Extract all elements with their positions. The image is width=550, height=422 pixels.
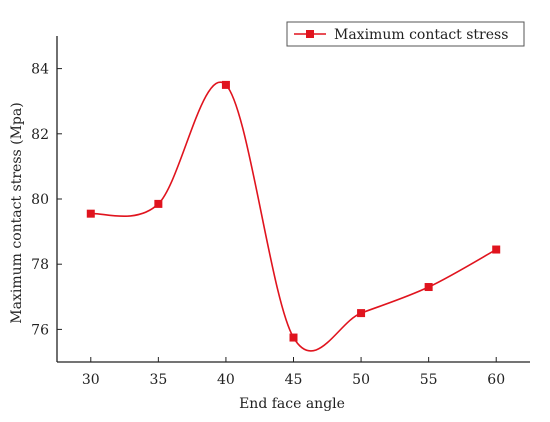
- data-point-marker: [424, 283, 433, 292]
- x-tick-label: 55: [420, 372, 438, 388]
- y-tick-label: 76: [31, 322, 49, 338]
- x-axis-title: End face angle: [239, 396, 345, 412]
- data-point-marker: [357, 309, 366, 318]
- legend: Maximum contact stress: [286, 21, 525, 47]
- legend-box: [286, 21, 525, 47]
- markers: [86, 80, 501, 342]
- x-tick-label: 35: [149, 372, 167, 388]
- y-tick-label: 84: [31, 62, 49, 78]
- x-tick-label: 50: [352, 372, 370, 388]
- plot-area: 76 78 80 82 84 30 35 40 45 50 55 60: [31, 36, 530, 388]
- data-point-marker: [86, 209, 95, 218]
- y-tick-label: 80: [31, 192, 49, 208]
- y-tick-label: 82: [31, 127, 49, 143]
- data-point-marker: [221, 80, 230, 89]
- data-point-marker: [154, 199, 163, 208]
- y-tick-label: 78: [31, 257, 49, 273]
- x-tick-label: 60: [487, 372, 505, 388]
- x-tick-label: 40: [217, 372, 235, 388]
- legend-label: Maximum contact stress: [334, 27, 508, 43]
- y-ticks: 76 78 80 82 84: [31, 62, 62, 338]
- data-point-marker: [289, 333, 298, 342]
- legend-marker: [306, 30, 314, 38]
- data-point-marker: [492, 245, 501, 254]
- x-tick-label: 45: [285, 372, 303, 388]
- y-axis-title: Maximum contact stress (Mpa): [9, 102, 25, 323]
- series-line: [90, 81, 497, 352]
- x-tick-label: 30: [82, 372, 100, 388]
- x-ticks: 30 35 40 45 50 55 60: [82, 357, 505, 388]
